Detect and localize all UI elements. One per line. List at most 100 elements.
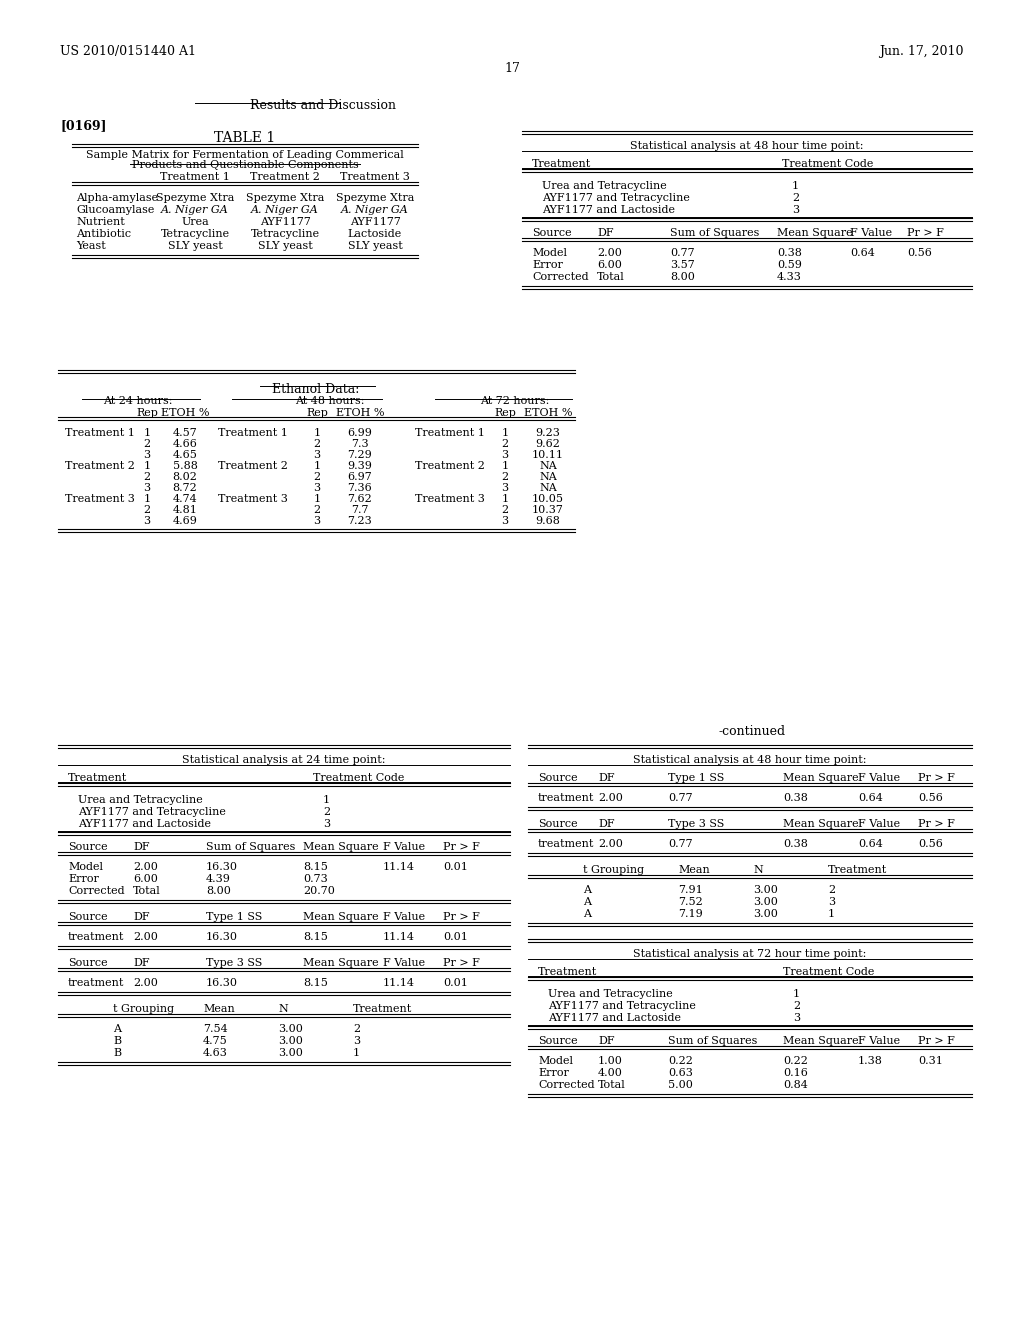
Text: Treatment 1: Treatment 1: [160, 172, 230, 182]
Text: 6.99: 6.99: [347, 428, 373, 438]
Text: 1.00: 1.00: [598, 1056, 623, 1067]
Text: SLY yeast: SLY yeast: [347, 242, 402, 251]
Text: Spezyme Xtra: Spezyme Xtra: [336, 193, 414, 203]
Text: 3.00: 3.00: [278, 1036, 303, 1045]
Text: 0.16: 0.16: [783, 1068, 808, 1078]
Text: 16.30: 16.30: [206, 932, 238, 942]
Text: 0.56: 0.56: [918, 840, 943, 849]
Text: 0.64: 0.64: [858, 840, 883, 849]
Text: Pr > F: Pr > F: [443, 842, 480, 851]
Text: Treatment 3: Treatment 3: [415, 494, 485, 504]
Text: 2.00: 2.00: [597, 248, 622, 257]
Text: Urea and Tetracycline: Urea and Tetracycline: [78, 795, 203, 805]
Text: 16.30: 16.30: [206, 978, 238, 987]
Text: Results and Discussion: Results and Discussion: [250, 99, 396, 112]
Text: Spezyme Xtra: Spezyme Xtra: [156, 193, 234, 203]
Text: 9.39: 9.39: [347, 461, 373, 471]
Text: 7.3: 7.3: [351, 440, 369, 449]
Text: 11.14: 11.14: [383, 932, 415, 942]
Text: 6.00: 6.00: [597, 260, 622, 271]
Text: TABLE 1: TABLE 1: [214, 131, 275, 145]
Text: 0.22: 0.22: [783, 1056, 808, 1067]
Text: 7.36: 7.36: [347, 483, 373, 492]
Text: Tetracycline: Tetracycline: [161, 228, 229, 239]
Text: F Value: F Value: [858, 1036, 900, 1045]
Text: Treatment 3: Treatment 3: [65, 494, 135, 504]
Text: Treatment 1: Treatment 1: [415, 428, 485, 438]
Text: 8.15: 8.15: [303, 978, 328, 987]
Text: treatment: treatment: [538, 793, 594, 803]
Text: 8.02: 8.02: [173, 473, 198, 482]
Text: Urea and Tetracycline: Urea and Tetracycline: [548, 989, 673, 999]
Text: Statistical analysis at 48 hour time point:: Statistical analysis at 48 hour time poi…: [630, 141, 864, 150]
Text: Treatment: Treatment: [538, 968, 597, 977]
Text: Mean Square: Mean Square: [777, 228, 853, 238]
Text: AYF1177: AYF1177: [349, 216, 400, 227]
Text: Antibiotic: Antibiotic: [76, 228, 131, 239]
Text: At 72 hours:: At 72 hours:: [480, 396, 549, 407]
Text: 4.74: 4.74: [173, 494, 198, 504]
Text: 0.38: 0.38: [777, 248, 802, 257]
Text: 1: 1: [353, 1048, 360, 1059]
Text: 5.88: 5.88: [173, 461, 198, 471]
Text: 1: 1: [313, 461, 321, 471]
Text: t Grouping: t Grouping: [113, 1005, 174, 1014]
Text: B: B: [113, 1048, 121, 1059]
Text: Treatment 3: Treatment 3: [218, 494, 288, 504]
Text: Source: Source: [538, 1036, 578, 1045]
Text: 10.11: 10.11: [532, 450, 564, 459]
Text: Statistical analysis at 72 hour time point:: Statistical analysis at 72 hour time poi…: [633, 949, 866, 960]
Text: Source: Source: [532, 228, 571, 238]
Text: A: A: [583, 898, 591, 907]
Text: 0.01: 0.01: [443, 862, 468, 873]
Text: AYF1177 and Lactoside: AYF1177 and Lactoside: [78, 818, 211, 829]
Text: 3: 3: [793, 1012, 800, 1023]
Text: Sum of Squares: Sum of Squares: [668, 1036, 758, 1045]
Text: Treatment 1: Treatment 1: [65, 428, 135, 438]
Text: Corrected: Corrected: [532, 272, 589, 282]
Text: 0.56: 0.56: [907, 248, 932, 257]
Text: 8.15: 8.15: [303, 932, 328, 942]
Text: Rep: Rep: [306, 408, 328, 418]
Text: 3: 3: [313, 483, 321, 492]
Text: Total: Total: [597, 272, 625, 282]
Text: 3: 3: [313, 450, 321, 459]
Text: 4.33: 4.33: [777, 272, 802, 282]
Text: 2: 2: [792, 193, 799, 203]
Text: Spezyme Xtra: Spezyme Xtra: [246, 193, 325, 203]
Text: 3: 3: [143, 450, 151, 459]
Text: 16.30: 16.30: [206, 862, 238, 873]
Text: 0.31: 0.31: [918, 1056, 943, 1067]
Text: Treatment 3: Treatment 3: [340, 172, 410, 182]
Text: Source: Source: [538, 774, 578, 783]
Text: 2: 2: [313, 440, 321, 449]
Text: 2: 2: [323, 807, 330, 817]
Text: treatment: treatment: [538, 840, 594, 849]
Text: AYF1177 and Tetracycline: AYF1177 and Tetracycline: [548, 1001, 696, 1011]
Text: ETOH %: ETOH %: [336, 408, 384, 418]
Text: 5.00: 5.00: [668, 1080, 693, 1090]
Text: 0.38: 0.38: [783, 793, 808, 803]
Text: DF: DF: [133, 842, 150, 851]
Text: Treatment: Treatment: [68, 774, 127, 783]
Text: 2: 2: [502, 473, 509, 482]
Text: Treatment Code: Treatment Code: [782, 158, 873, 169]
Text: A. Niger GA: A. Niger GA: [161, 205, 229, 215]
Text: Lactoside: Lactoside: [348, 228, 402, 239]
Text: 1: 1: [502, 461, 509, 471]
Text: 0.84: 0.84: [783, 1080, 808, 1090]
Text: treatment: treatment: [68, 932, 124, 942]
Text: ETOH %: ETOH %: [523, 408, 572, 418]
Text: N: N: [278, 1005, 288, 1014]
Text: 9.23: 9.23: [536, 428, 560, 438]
Text: 2: 2: [502, 506, 509, 515]
Text: 7.23: 7.23: [347, 516, 373, 525]
Text: 4.00: 4.00: [598, 1068, 623, 1078]
Text: 7.29: 7.29: [347, 450, 373, 459]
Text: A: A: [113, 1024, 121, 1034]
Text: Mean Square: Mean Square: [783, 818, 859, 829]
Text: US 2010/0151440 A1: US 2010/0151440 A1: [60, 45, 196, 58]
Text: 3.00: 3.00: [753, 909, 778, 919]
Text: Type 1 SS: Type 1 SS: [206, 912, 262, 921]
Text: At 48 hours:: At 48 hours:: [295, 396, 365, 407]
